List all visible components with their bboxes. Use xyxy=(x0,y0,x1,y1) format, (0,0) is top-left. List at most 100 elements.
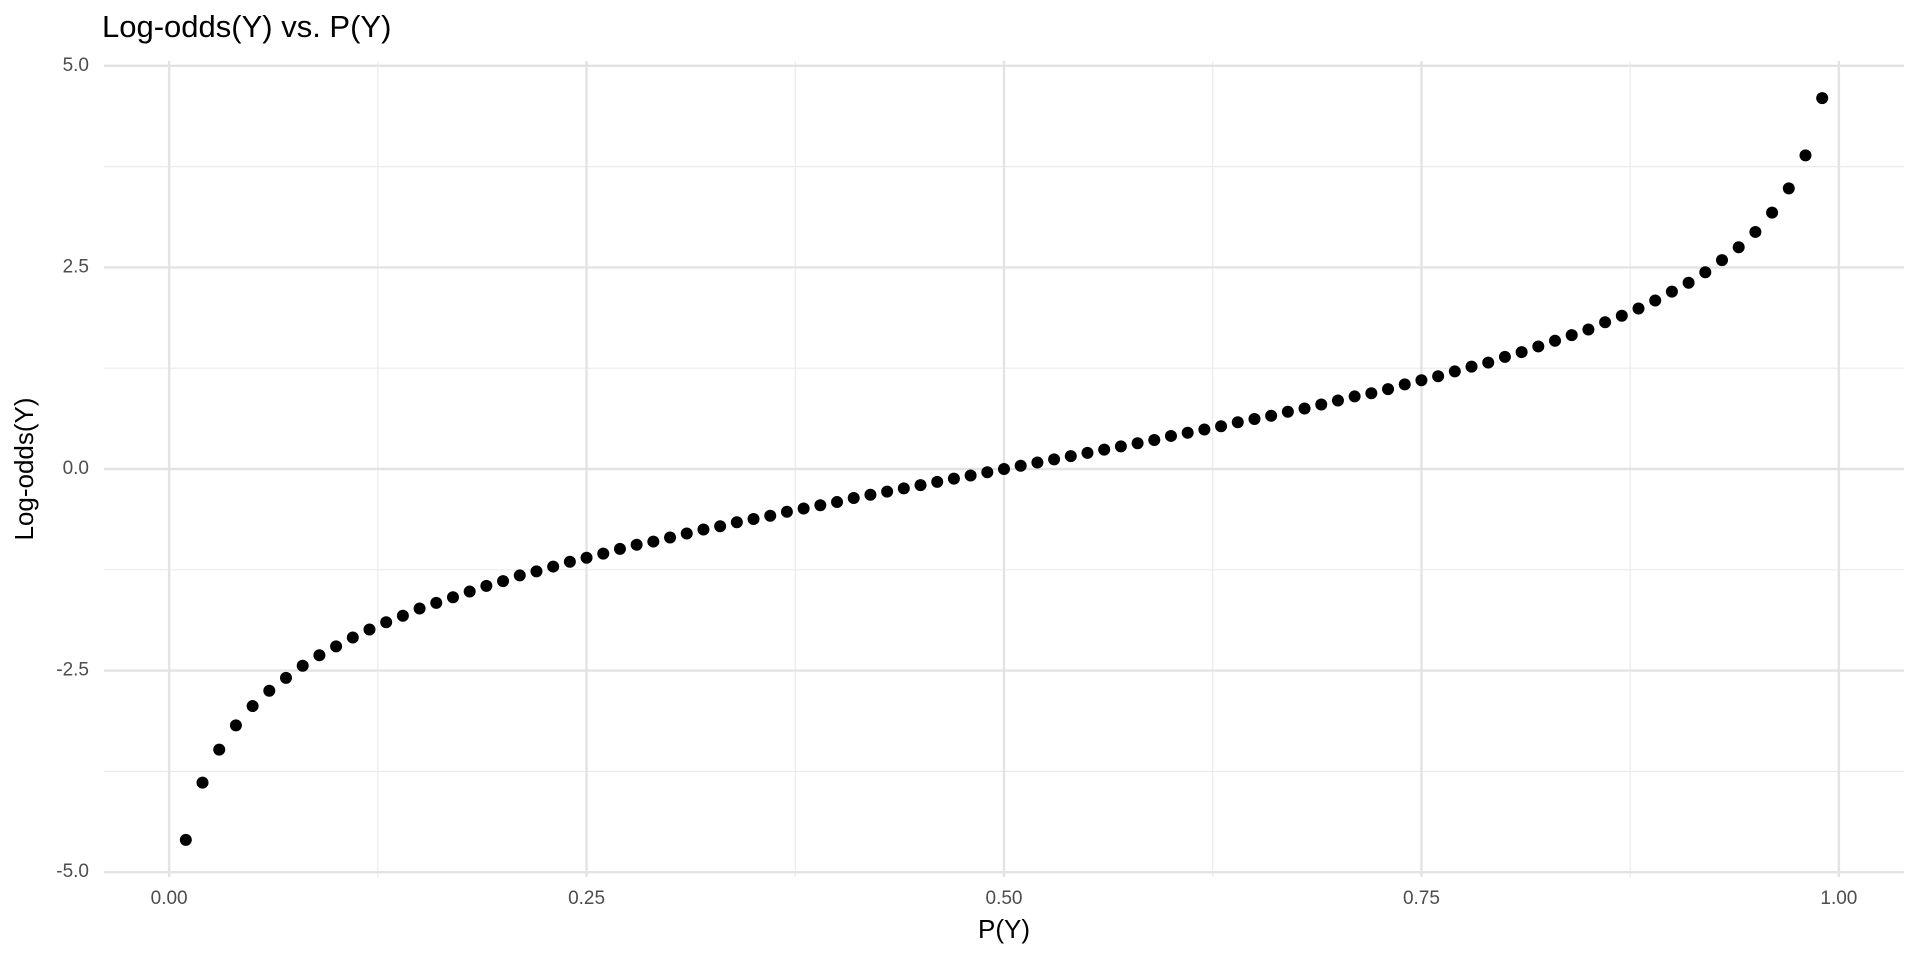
point xyxy=(1682,276,1695,289)
point xyxy=(714,520,727,533)
point xyxy=(998,463,1010,475)
point xyxy=(1599,316,1612,329)
x-axis-title: P(Y) xyxy=(978,914,1030,944)
point xyxy=(1632,302,1645,315)
point xyxy=(1398,378,1411,391)
x-tick-label: 0.50 xyxy=(986,888,1023,909)
point xyxy=(446,591,459,604)
point xyxy=(1348,390,1361,403)
point xyxy=(580,551,593,564)
point xyxy=(1365,387,1378,400)
point xyxy=(1148,433,1161,446)
point xyxy=(1231,416,1244,429)
point xyxy=(563,555,576,568)
point xyxy=(1448,365,1461,378)
point xyxy=(263,684,276,697)
point xyxy=(1699,266,1712,279)
point xyxy=(1782,182,1795,195)
point xyxy=(1081,446,1094,459)
point xyxy=(296,659,309,672)
point xyxy=(831,496,844,509)
point xyxy=(730,516,743,529)
point xyxy=(1615,309,1628,322)
point xyxy=(430,596,443,609)
point xyxy=(1799,149,1812,162)
y-tick-label: 0.0 xyxy=(63,458,89,479)
point xyxy=(1498,350,1511,363)
point xyxy=(1131,437,1144,450)
point xyxy=(229,719,242,732)
point xyxy=(847,492,860,505)
point xyxy=(864,488,877,501)
point xyxy=(1515,346,1528,359)
point xyxy=(680,527,693,540)
point xyxy=(931,475,944,488)
point xyxy=(664,531,677,544)
point xyxy=(897,482,910,495)
point xyxy=(1649,294,1662,307)
point xyxy=(1181,426,1194,439)
point xyxy=(463,585,476,598)
point xyxy=(280,671,293,684)
x-tick-label: 1.00 xyxy=(1820,888,1857,909)
y-tick-label: -5.0 xyxy=(56,861,89,882)
point xyxy=(1766,206,1779,219)
point xyxy=(179,833,192,846)
point xyxy=(363,623,376,636)
point xyxy=(1064,450,1077,463)
point xyxy=(1281,405,1294,418)
x-tick-label: 0.75 xyxy=(1403,888,1440,909)
point xyxy=(1215,420,1228,433)
point xyxy=(914,479,927,492)
point xyxy=(797,502,810,515)
point xyxy=(1298,402,1311,415)
x-tick-label: 0.25 xyxy=(568,888,605,909)
chart-title: Log-odds(Y) vs. P(Y) xyxy=(102,9,391,44)
point xyxy=(1465,360,1478,373)
point xyxy=(747,512,760,525)
point xyxy=(1164,429,1177,442)
point xyxy=(246,700,259,713)
point xyxy=(313,649,326,662)
point xyxy=(413,602,426,615)
y-axis-title: Log-odds(Y) xyxy=(9,397,39,540)
point xyxy=(597,547,610,560)
point xyxy=(196,776,209,789)
point xyxy=(396,609,409,622)
point xyxy=(881,485,894,498)
point xyxy=(1549,334,1562,347)
point xyxy=(1014,459,1027,472)
point xyxy=(947,472,960,485)
point xyxy=(1315,398,1328,411)
point xyxy=(1248,413,1261,426)
point xyxy=(697,523,710,536)
point xyxy=(1031,456,1044,469)
point xyxy=(1665,285,1678,298)
y-tick-label: 5.0 xyxy=(63,55,89,76)
point xyxy=(480,579,493,592)
point xyxy=(1098,443,1111,456)
point xyxy=(1198,423,1211,436)
point xyxy=(814,499,827,512)
point xyxy=(1331,394,1344,407)
y-tick-label: -2.5 xyxy=(56,660,89,681)
point xyxy=(1114,440,1127,453)
point xyxy=(1415,374,1428,387)
point xyxy=(213,743,226,756)
point xyxy=(1816,92,1829,105)
point xyxy=(1432,370,1445,383)
point xyxy=(1749,225,1762,238)
point xyxy=(1382,383,1395,396)
point xyxy=(346,631,359,644)
point xyxy=(1532,340,1545,353)
point xyxy=(1265,409,1278,422)
point xyxy=(1582,323,1595,336)
point xyxy=(513,569,526,582)
point xyxy=(1732,241,1745,254)
point xyxy=(330,640,343,653)
point xyxy=(530,565,543,578)
point xyxy=(647,535,660,548)
point xyxy=(1565,329,1578,342)
point xyxy=(380,616,393,629)
